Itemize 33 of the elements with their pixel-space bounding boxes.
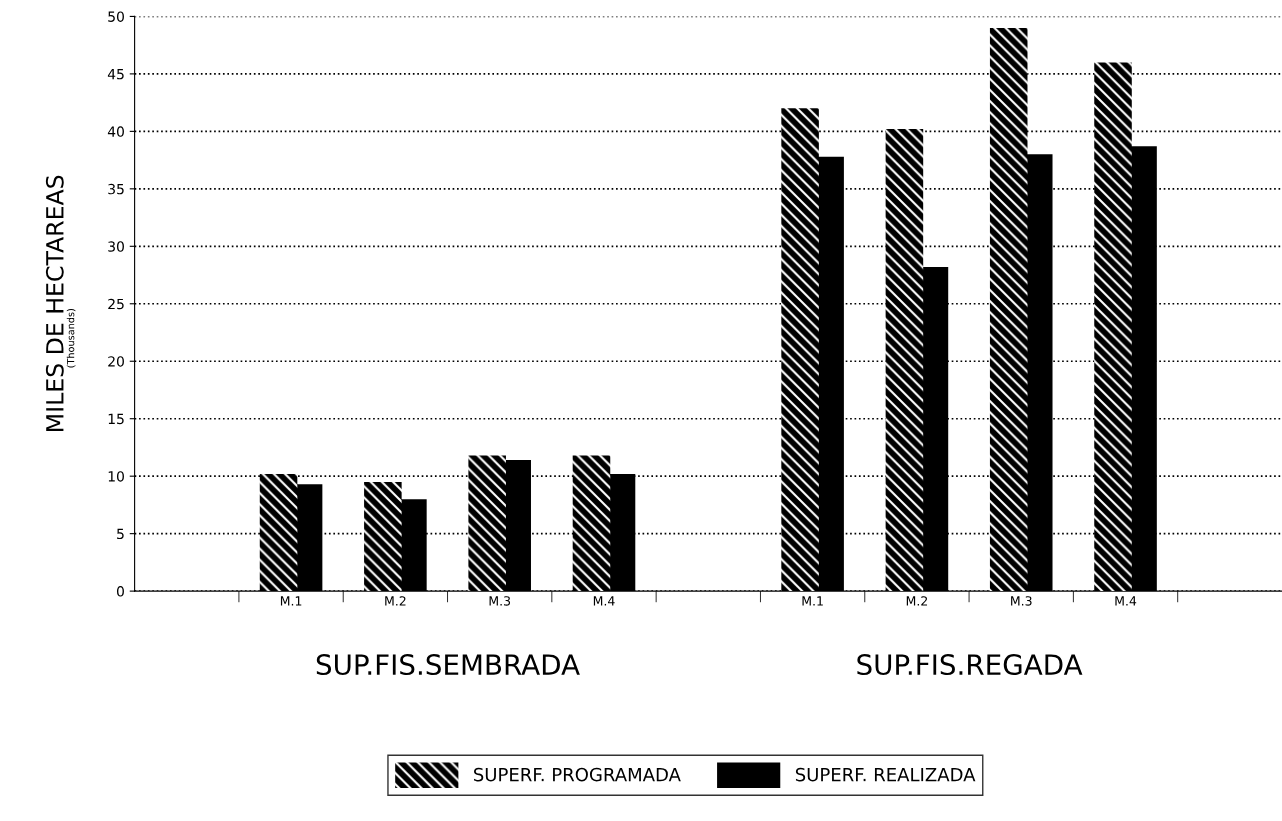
y-tick-label: 40: [107, 126, 124, 137]
y-tick-label: 10: [108, 471, 124, 482]
x-tick-label: M.1: [802, 596, 823, 606]
y-tick-label: 45: [107, 69, 124, 80]
legend-label: SUPERF. PROGRAMADA: [474, 767, 681, 782]
bar: [989, 27, 1028, 592]
text: (Thousands): [66, 308, 76, 368]
x-tick-label: M.3: [489, 596, 511, 606]
x-tick-label: M.3: [1011, 596, 1032, 606]
bar: [259, 473, 298, 592]
legend-label: SUPERF. REALIZADA: [795, 767, 976, 782]
x-tick-label: M.2: [906, 596, 928, 606]
y-tick-label: 25: [108, 298, 124, 310]
bar: [1094, 62, 1132, 592]
y-tick-label: 50: [108, 11, 124, 22]
y-tick-label: 20: [108, 356, 124, 367]
x-tick-label: M.2: [385, 596, 406, 606]
x-tick-label: M.4: [593, 596, 615, 606]
bar: [468, 455, 506, 592]
bar: [364, 481, 402, 592]
bar: [781, 108, 819, 592]
y-axis-title: MILES DE HECTAREAS: [45, 175, 64, 431]
x-tick-label: M.4: [1115, 596, 1137, 606]
text: SUP.FIS.SEMBRADA: [316, 654, 580, 676]
x-tick-label: M.1: [280, 596, 302, 606]
bar: [885, 129, 924, 592]
bar: [572, 455, 611, 592]
y-tick-label: 0: [116, 586, 124, 597]
text: SUP.FIS.REGADA: [857, 654, 1083, 676]
y-tick-label: 5: [117, 528, 124, 540]
y-tick-label: 35: [108, 183, 124, 195]
y-tick-label: 15: [108, 413, 124, 425]
y-tick-label: 30: [108, 241, 124, 252]
